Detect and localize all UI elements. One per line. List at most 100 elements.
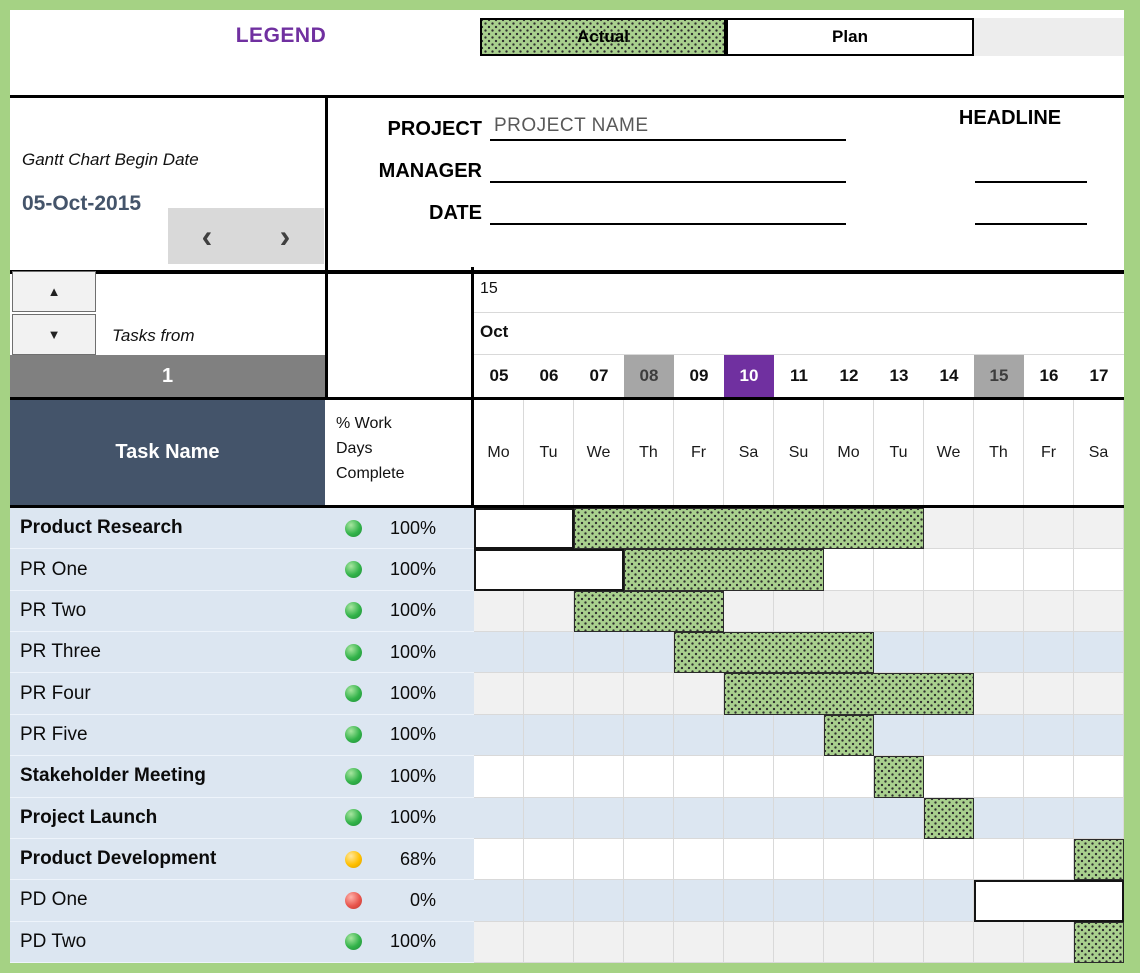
gantt-cell xyxy=(874,880,924,922)
status-dot-green-icon xyxy=(345,561,362,579)
gantt-cell xyxy=(774,756,824,798)
gantt-row xyxy=(474,632,1124,674)
gantt-cell xyxy=(924,632,974,674)
day-header-09: 09 xyxy=(689,366,709,385)
headline-value-field-2[interactable] xyxy=(975,223,1087,225)
begin-date-label: Gantt Chart Begin Date xyxy=(22,150,199,169)
actual-bar xyxy=(574,508,924,550)
task-name-column-header: Task Name xyxy=(10,400,325,505)
gantt-cell xyxy=(524,880,574,922)
gantt-cell xyxy=(774,714,824,757)
weekday-header-13: Tu xyxy=(874,400,924,505)
day-header-08: 08 xyxy=(624,355,674,397)
task-name-cell[interactable]: PD One xyxy=(10,880,325,922)
gantt-cell xyxy=(824,880,874,922)
gantt-cell xyxy=(924,838,974,881)
scroll-down-button[interactable]: ▼ xyxy=(12,314,96,355)
gantt-cell xyxy=(524,838,574,881)
gantt-row xyxy=(474,880,1124,922)
gantt-cell xyxy=(924,921,974,963)
day-number-header-row: 05 06 07 08 09 10 11 12 13 14 15 16 17 xyxy=(474,355,1124,397)
task-name-cell[interactable]: PR Two xyxy=(10,590,325,633)
day-header-13: 13 xyxy=(889,366,909,385)
legend-plan-label: Plan xyxy=(832,27,868,46)
task-status-cell: 100% xyxy=(325,673,474,715)
task-name-cell[interactable]: Product Research xyxy=(10,508,325,550)
gantt-cell xyxy=(624,921,674,963)
begin-date-value: 05-Oct-2015 xyxy=(22,192,142,215)
gantt-cell xyxy=(674,797,724,839)
gantt-cell xyxy=(924,549,974,591)
date-value-field[interactable] xyxy=(490,221,846,225)
task-name-cell[interactable]: PR Five xyxy=(10,714,325,757)
legend-actual-swatch: Actual xyxy=(480,18,726,56)
divider xyxy=(10,505,1124,508)
manager-value-field[interactable] xyxy=(490,179,846,183)
gantt-cell xyxy=(874,838,924,881)
gantt-cell xyxy=(774,797,824,839)
chevron-left-icon[interactable]: ‹ xyxy=(201,217,213,254)
gantt-cell xyxy=(624,632,674,674)
task-percent-complete: 0% xyxy=(409,889,436,910)
gantt-cell xyxy=(574,797,624,839)
headline-value-field-1[interactable] xyxy=(975,181,1087,183)
gantt-cell xyxy=(824,549,874,591)
chevron-right-icon[interactable]: › xyxy=(279,217,291,254)
gantt-row xyxy=(474,673,1124,715)
legend-filler-strip xyxy=(974,18,1124,56)
tasks-from-value[interactable]: 1 xyxy=(10,355,325,397)
gantt-cell xyxy=(474,756,524,798)
task-row: PD One 0% xyxy=(10,880,1124,922)
task-name-cell[interactable]: PR Four xyxy=(10,673,325,715)
task-percent-complete: 100% xyxy=(389,600,436,621)
gantt-cell xyxy=(1024,508,1074,550)
actual-bar xyxy=(874,756,924,798)
gantt-cell xyxy=(924,756,974,798)
weekday-header-11: Su xyxy=(774,400,824,505)
task-name-cell[interactable]: Stakeholder Meeting xyxy=(10,756,325,798)
gantt-cell xyxy=(674,673,724,715)
task-percent-complete: 100% xyxy=(389,641,436,662)
task-name-cell[interactable]: Product Development xyxy=(10,838,325,881)
weekday-header-07: We xyxy=(574,400,624,505)
gantt-cell xyxy=(474,797,524,839)
plan-bar xyxy=(474,549,624,591)
task-status-cell: 100% xyxy=(325,508,474,550)
actual-bar xyxy=(624,549,824,591)
gantt-cell xyxy=(824,590,874,633)
actual-bar xyxy=(1074,838,1124,881)
status-dot-yellow-icon xyxy=(345,850,362,868)
task-status-cell: 68% xyxy=(325,838,474,881)
date-navigation: ‹ › xyxy=(168,208,324,264)
gantt-cell xyxy=(1024,714,1074,757)
gantt-cell xyxy=(474,838,524,881)
gantt-row xyxy=(474,590,1124,633)
task-name-cell[interactable]: PR One xyxy=(10,549,325,591)
gantt-cell xyxy=(624,797,674,839)
gantt-row xyxy=(474,756,1124,798)
gantt-row xyxy=(474,549,1124,591)
gantt-cell xyxy=(474,921,524,963)
gantt-cell xyxy=(1024,756,1074,798)
actual-bar xyxy=(724,673,974,715)
date-row: DATE xyxy=(328,187,846,225)
tasks-from-label: Tasks from xyxy=(112,326,195,345)
task-row: Product Development 68% xyxy=(10,838,1124,881)
gantt-cell xyxy=(874,549,924,591)
percent-complete-column-header: % Work Days Complete xyxy=(328,400,471,505)
gantt-cell xyxy=(674,838,724,881)
gantt-cell xyxy=(724,921,774,963)
gantt-cell xyxy=(574,756,624,798)
task-name-cell[interactable]: PR Three xyxy=(10,632,325,674)
manager-label: MANAGER xyxy=(378,160,482,182)
task-name-cell[interactable]: Project Launch xyxy=(10,797,325,839)
project-label: PROJECT xyxy=(387,118,482,140)
day-header-15: 15 xyxy=(974,355,1024,397)
day-header-07: 07 xyxy=(589,366,609,385)
month-label: Oct xyxy=(480,322,509,341)
gantt-cell xyxy=(724,797,774,839)
scroll-up-button[interactable]: ▲ xyxy=(12,271,96,312)
task-name-cell[interactable]: PD Two xyxy=(10,921,325,963)
task-row: Project Launch 100% xyxy=(10,797,1124,839)
project-value-field[interactable]: PROJECT NAME xyxy=(490,115,846,141)
